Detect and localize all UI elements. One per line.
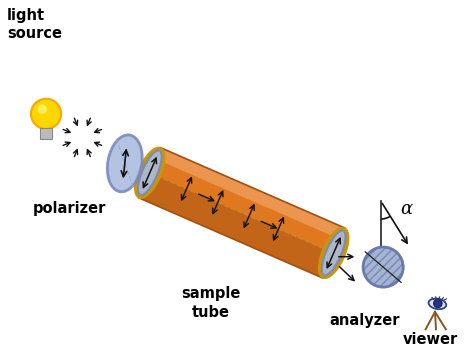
FancyBboxPatch shape — [40, 127, 52, 139]
Text: polarizer: polarizer — [33, 201, 106, 216]
Ellipse shape — [319, 228, 349, 278]
Polygon shape — [156, 148, 345, 239]
Ellipse shape — [107, 135, 142, 192]
Ellipse shape — [322, 231, 346, 275]
Circle shape — [31, 99, 61, 129]
Circle shape — [37, 104, 47, 114]
Text: viewer: viewer — [403, 332, 458, 347]
Text: α: α — [401, 200, 413, 218]
Ellipse shape — [135, 147, 165, 198]
Text: analyzer: analyzer — [329, 313, 400, 328]
Ellipse shape — [428, 299, 446, 309]
Ellipse shape — [138, 151, 162, 195]
Polygon shape — [139, 148, 345, 278]
Circle shape — [434, 299, 442, 308]
Polygon shape — [139, 173, 334, 278]
Text: sample
tube: sample tube — [182, 286, 241, 320]
Text: light
source: light source — [7, 8, 62, 42]
Ellipse shape — [363, 247, 403, 287]
